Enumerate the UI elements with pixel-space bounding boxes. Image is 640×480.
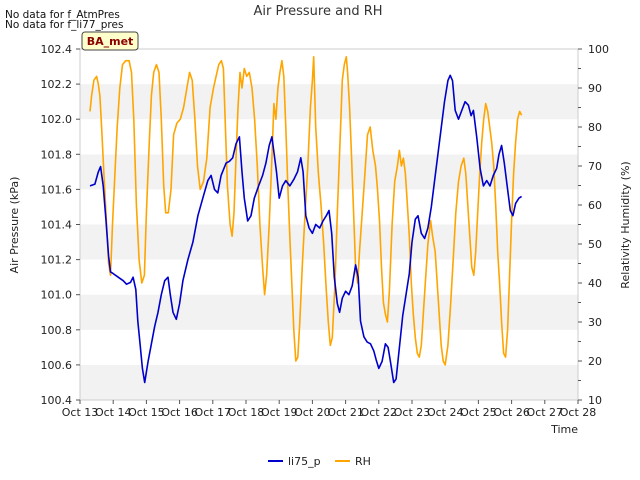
x-axis-tick-label: Oct 18	[228, 406, 265, 419]
right-axis-label: Relativity Humidity (%)	[619, 161, 632, 288]
left-axis-tick-label: 101.0	[41, 289, 73, 302]
series-line-li75-p	[89, 74, 523, 384]
right-axis-tick-label: 80	[588, 121, 602, 134]
right-axis-tick-label: 50	[588, 238, 602, 251]
x-axis-tick-label: Oct 24	[427, 406, 464, 419]
x-axis-tick-label: Oct 17	[195, 406, 232, 419]
legend-label-li75-p: li75_p	[288, 455, 321, 468]
right-axis-tick-label: 70	[588, 160, 602, 173]
left-axis-tick-label: 100.6	[41, 359, 73, 372]
grid-band	[80, 119, 578, 155]
left-axis-label: Air Pressure (kPa)	[8, 177, 21, 274]
x-axis-tick-label: Oct 28	[560, 406, 597, 419]
no-data-note-atmpres: No data for f_AtmPres	[5, 9, 120, 21]
right-axis-tick-label: 40	[588, 277, 602, 290]
x-axis-tick-label: Oct 19	[261, 406, 298, 419]
right-axis-tick-label: 20	[588, 355, 602, 368]
left-axis-tick-label: 100.8	[41, 324, 73, 337]
legend-label-rh: RH	[355, 455, 371, 468]
x-axis-tick-label: Oct 27	[527, 406, 564, 419]
x-axis-tick-label: Oct 23	[394, 406, 431, 419]
grid-band	[80, 49, 578, 85]
left-axis-tick-label: 102.4	[41, 43, 73, 56]
series-lines	[89, 56, 523, 384]
x-axis-tick-label: Oct 21	[327, 406, 364, 419]
left-axis-tick-label: 101.2	[41, 254, 73, 267]
x-axis-tick-label: Oct 26	[493, 406, 530, 419]
left-axis-tick-label: 102.2	[41, 78, 73, 91]
left-axis-tick-label: 102.0	[41, 113, 73, 126]
left-axis-tick-label: 101.4	[41, 219, 73, 232]
axis-ticks: 100.4 100.6 100.8 101.0 101.2 101.4 101.6 101.8…	[41, 43, 610, 419]
right-axis-tick-label: 10	[588, 394, 602, 407]
left-axis-tick-label: 101.6	[41, 183, 73, 196]
series-line-rh	[89, 56, 523, 366]
x-axis-label: Time	[550, 423, 578, 436]
no-data-note-li77: No data for f_li77_pres	[5, 19, 123, 31]
right-axis-tick-label: 90	[588, 82, 602, 95]
grid-band	[80, 189, 578, 225]
x-axis-tick-label: Oct 14	[95, 406, 132, 419]
x-axis-tick-label: Oct 16	[161, 406, 198, 419]
right-axis-tick-label: 60	[588, 199, 602, 212]
x-axis-tick-label: Oct 20	[294, 406, 331, 419]
x-axis-tick-label: Oct 22	[361, 406, 398, 419]
grid-band	[80, 259, 578, 295]
site-badge-box	[81, 31, 139, 51]
x-axis-tick-label: Oct 13	[62, 406, 99, 419]
x-axis-tick-label: Oct 15	[128, 406, 165, 419]
left-axis-tick-label: 100.4	[41, 394, 73, 407]
right-axis-tick-label: 30	[588, 316, 602, 329]
grid-band	[80, 84, 578, 120]
left-axis-tick-label: 101.8	[41, 148, 73, 161]
legend: li75_p RH	[268, 455, 371, 468]
site-badge-label: BA_met	[87, 35, 134, 48]
x-axis-tick-label: Oct 25	[460, 406, 497, 419]
site-badge: BA_met	[81, 31, 139, 51]
right-axis-tick-label: 100	[588, 43, 609, 56]
grid-band	[80, 224, 578, 260]
grid-band	[80, 364, 578, 400]
chart-title: Air Pressure and RH	[253, 4, 382, 19]
